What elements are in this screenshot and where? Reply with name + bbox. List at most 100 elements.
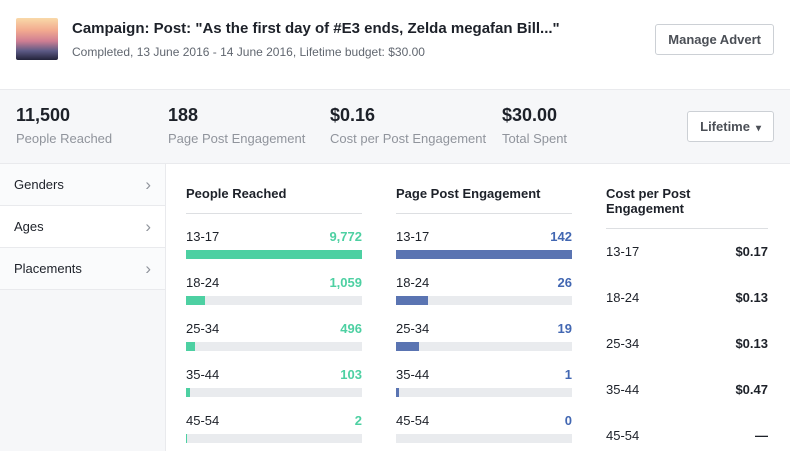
breakdown-charts: People Reached 13-17 9,772 18-24 1,059 [166, 164, 790, 451]
bar-track [396, 388, 572, 397]
page-title: Campaign: Post: "As the first day of #E3… [72, 20, 560, 37]
age-range-label: 35-44 [396, 367, 430, 382]
row-value: $0.13 [735, 336, 768, 351]
row-value: 26 [557, 275, 572, 290]
bar-track [186, 388, 362, 397]
age-range-label: 45-54 [186, 413, 220, 428]
column-header: Cost per Post Engagement [606, 186, 768, 229]
campaign-subtitle: Completed, 13 June 2016 - 14 June 2016, … [72, 44, 425, 59]
row-value: $0.17 [735, 244, 768, 259]
campaign-header: Campaign: Post: "As the first day of #E3… [0, 0, 790, 89]
bar-fill [186, 434, 187, 443]
age-range-label: 13-17 [396, 229, 430, 244]
age-range-label: 45-54 [606, 428, 640, 443]
age-range-label: 25-34 [186, 321, 220, 336]
column-header: Page Post Engagement [396, 186, 572, 214]
row-value: 2 [354, 413, 362, 428]
row-value: 496 [340, 321, 362, 336]
row-value: 1,059 [329, 275, 362, 290]
stat-total-spent: $30.00 Total Spent [502, 105, 567, 146]
breakdown-row: 13-17 9,772 [186, 229, 362, 260]
manage-advert-button[interactable]: Manage Advert [655, 24, 774, 55]
bar-fill [396, 388, 399, 397]
breakdown-sidebar: Genders › Ages › Placements › [0, 164, 166, 451]
content-area: Genders › Ages › Placements › People Rea… [0, 164, 790, 451]
stat-label: Page Post Engagement [168, 131, 306, 146]
breakdown-row: 45-54 2 [186, 413, 362, 444]
row-value: $0.47 [735, 382, 768, 397]
breakdown-row: 35-44 103 [186, 367, 362, 398]
bar-track [186, 434, 362, 443]
stats-band: 11,500 People Reached 188 Page Post Enga… [0, 89, 790, 164]
sidebar-item-ages[interactable]: Ages › [0, 206, 165, 248]
row-value: 9,772 [329, 229, 362, 244]
column-cost-per-engagement: Cost per Post Engagement 13-17 $0.17 18-… [606, 186, 768, 451]
timeframe-label: Lifetime [700, 119, 750, 134]
chevron-right-icon: › [145, 259, 151, 278]
breakdown-row: 35-44 $0.47 [606, 382, 768, 413]
stat-label: Total Spent [502, 131, 568, 146]
breakdown-row: 25-34 496 [186, 321, 362, 352]
row-value: 103 [340, 367, 362, 382]
stat-people-reached: 11,500 People Reached [16, 105, 168, 146]
age-range-label: 18-24 [606, 290, 640, 305]
breakdown-row: 13-17 142 [396, 229, 572, 260]
bar-track [186, 296, 362, 305]
row-value: — [755, 428, 768, 443]
bar-fill [186, 342, 195, 351]
stat-value: $0.16 [330, 105, 376, 125]
age-range-label: 18-24 [186, 275, 220, 290]
row-value: 19 [557, 321, 572, 336]
row-value: $0.13 [735, 290, 768, 305]
bar-track [396, 434, 572, 443]
breakdown-row: 18-24 26 [396, 275, 572, 306]
breakdown-row: 18-24 1,059 [186, 275, 362, 306]
stat-cost-per-engagement: $0.16 Cost per Post Engagement [330, 105, 502, 146]
age-range-label: 18-24 [396, 275, 430, 290]
stat-page-post-engagement: 188 Page Post Engagement [168, 105, 330, 146]
sidebar-item-label: Ages [14, 219, 44, 234]
bar-fill [396, 250, 572, 259]
breakdown-row: 18-24 $0.13 [606, 290, 768, 321]
breakdown-row: 13-17 $0.17 [606, 244, 768, 275]
chevron-down-icon: ▾ [755, 123, 761, 134]
sidebar-item-label: Placements [14, 261, 82, 276]
stat-label: People Reached [16, 131, 113, 146]
stat-label: Cost per Post Engagement [330, 131, 487, 146]
age-range-label: 25-34 [606, 336, 640, 351]
column-header: People Reached [186, 186, 362, 214]
campaign-thumbnail [16, 18, 58, 60]
breakdown-row: 45-54 0 [396, 413, 572, 444]
sidebar-item-placements[interactable]: Placements › [0, 248, 165, 290]
age-range-label: 35-44 [606, 382, 640, 397]
breakdown-row: 45-54 — [606, 428, 768, 451]
bar-fill [396, 296, 428, 305]
age-range-label: 45-54 [396, 413, 430, 428]
row-value: 0 [564, 413, 572, 428]
column-people-reached: People Reached 13-17 9,772 18-24 1,059 [186, 186, 362, 451]
bar-track [396, 342, 572, 351]
breakdown-row: 25-34 $0.13 [606, 336, 768, 367]
column-page-post-engagement: Page Post Engagement 13-17 142 18-24 26 [396, 186, 572, 451]
row-value: 1 [564, 367, 572, 382]
sidebar-item-genders[interactable]: Genders › [0, 164, 165, 206]
timeframe-dropdown[interactable]: Lifetime ▾ [687, 111, 774, 142]
bar-track [396, 296, 572, 305]
bar-fill [396, 342, 419, 351]
age-range-label: 13-17 [186, 229, 220, 244]
stat-value: 11,500 [16, 105, 71, 125]
row-value: 142 [550, 229, 572, 244]
stat-value: 188 [168, 105, 199, 125]
age-range-label: 35-44 [186, 367, 220, 382]
bar-track [186, 342, 362, 351]
age-range-label: 25-34 [396, 321, 430, 336]
bar-fill [186, 250, 362, 259]
breakdown-row: 35-44 1 [396, 367, 572, 398]
chevron-right-icon: › [145, 217, 151, 236]
bar-fill [186, 296, 206, 305]
chevron-right-icon: › [145, 175, 151, 194]
stat-value: $30.00 [502, 105, 558, 125]
breakdown-row: 25-34 19 [396, 321, 572, 352]
bar-track [396, 250, 572, 259]
bar-track [186, 250, 362, 259]
